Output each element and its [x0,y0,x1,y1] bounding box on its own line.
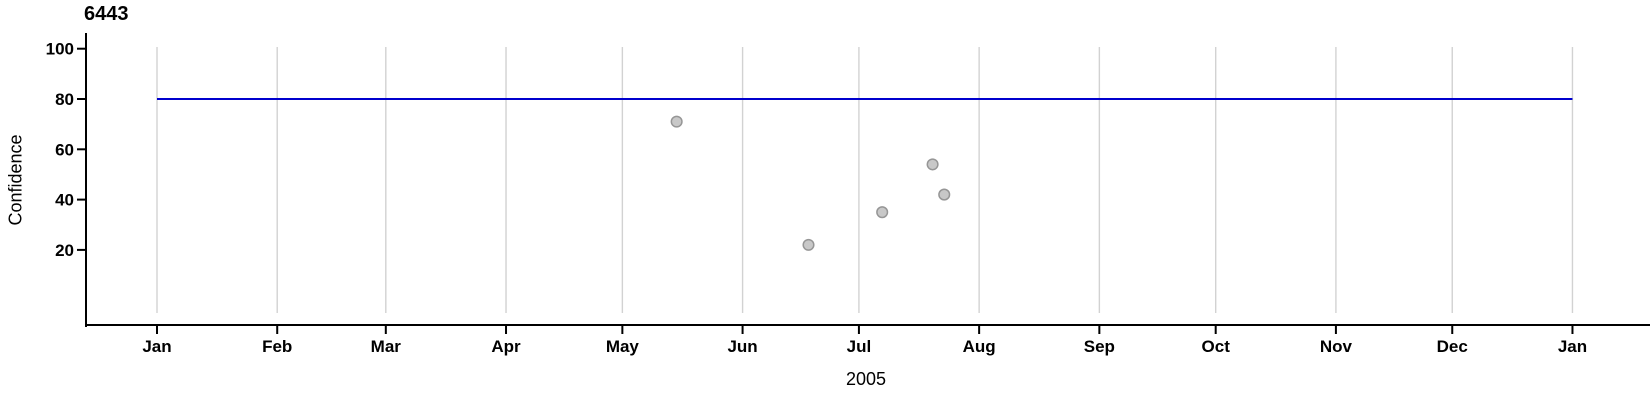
y-axis-title: Confidence [5,134,26,226]
x-tick-label-jul-6: Jul [847,337,872,356]
data-point-4-2005-07-23 [938,188,951,201]
x-tick-label-jun-5: Jun [727,337,757,356]
x-tick-label-nov-10: Nov [1320,337,1353,356]
y-tick-label-100: 100 [46,40,74,59]
x-tick-label-aug-7: Aug [963,337,996,356]
data-point-2-2005-07-07 [876,206,889,219]
x-axis-title: 2005 [845,369,887,389]
y-tick-label-80: 80 [55,90,74,109]
x-tick-label-apr-3: Apr [491,337,521,356]
x-tick-label-feb-1: Feb [262,337,292,356]
y-tick-label-40: 40 [55,191,74,210]
x-tick-label-mar-2: Mar [371,337,402,356]
x-tick-label-may-4: May [606,337,640,356]
x-tick-label-oct-9: Oct [1202,337,1231,356]
x-tick-label-jan-12: Jan [1558,337,1587,356]
y-tick-label-20: 20 [55,241,74,260]
chart-title: 6443 [84,3,129,25]
x-tick-label-sep-8: Sep [1084,337,1115,356]
data-point-3-2005-07-20 [926,158,939,171]
x-tick-label-dec-11: Dec [1437,337,1468,356]
data-point-0-2005-05-15 [670,115,683,128]
x-tick-label-jan-0: Jan [142,337,171,356]
data-point-1-2005-06-18 [802,238,815,251]
y-tick-label-60: 60 [55,140,74,159]
